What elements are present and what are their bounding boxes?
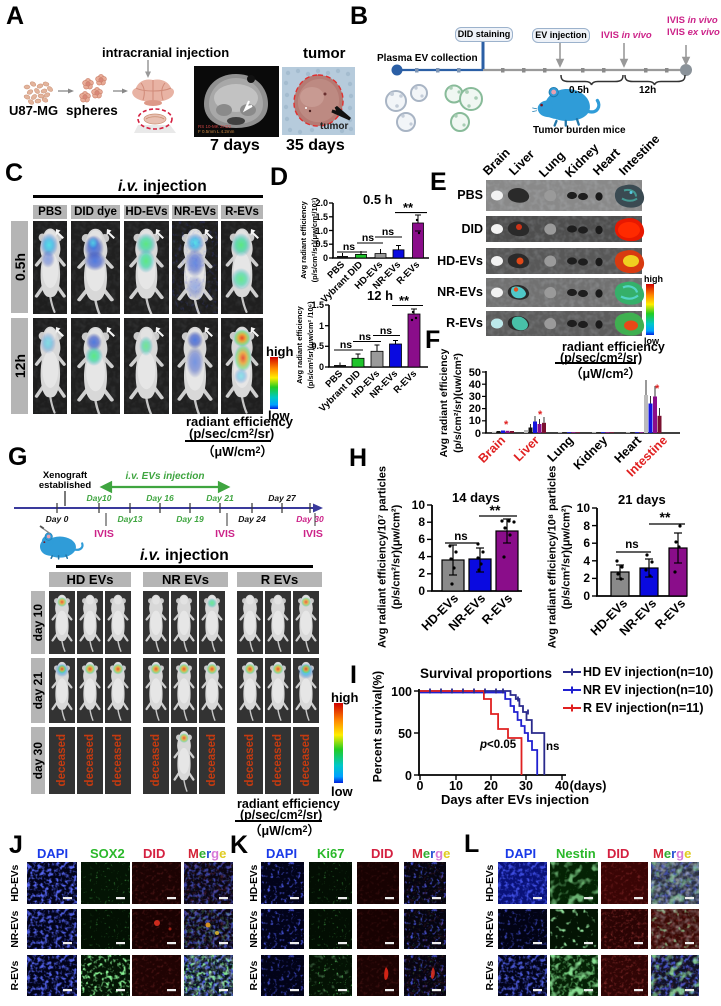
svg-text:100: 100 — [391, 685, 412, 699]
svg-text:NR-EVs: NR-EVs — [437, 285, 483, 299]
svg-text:Day 30: Day 30 — [296, 514, 324, 524]
svg-text:ns: ns — [380, 325, 392, 337]
svg-text:50: 50 — [469, 367, 481, 379]
svg-text:Day 21: Day 21 — [206, 493, 234, 503]
svg-text:6: 6 — [583, 536, 590, 550]
svg-text:ns: ns — [454, 531, 467, 543]
svg-text:*: * — [655, 383, 660, 395]
svg-text:IVIS: IVIS — [303, 528, 323, 540]
svg-text:14 days: 14 days — [452, 490, 500, 505]
svg-text:ns: ns — [625, 539, 638, 551]
svg-text:10: 10 — [412, 498, 426, 512]
svg-text:Day 16: Day 16 — [146, 493, 174, 503]
svg-text:ns: ns — [340, 339, 352, 351]
svg-text:NR EV injection(n=10): NR EV injection(n=10) — [583, 683, 713, 697]
svg-text:0: 0 — [417, 779, 424, 793]
svg-text:0: 0 — [583, 589, 590, 603]
svg-text:R-EVs: R-EVs — [652, 596, 688, 632]
svg-text:0.5 h: 0.5 h — [363, 192, 393, 207]
svg-text:20: 20 — [484, 779, 498, 793]
svg-text:established: established — [39, 480, 91, 491]
svg-text:4: 4 — [418, 549, 425, 563]
svg-text:ns: ns — [546, 741, 559, 753]
svg-text:Day13: Day13 — [117, 514, 142, 524]
svg-text:0: 0 — [405, 769, 412, 783]
svg-text:ns: ns — [343, 241, 355, 253]
svg-text:DID: DID — [461, 222, 483, 236]
svg-text:20: 20 — [469, 403, 481, 415]
svg-text:ns: ns — [362, 232, 374, 244]
svg-text:Intestine: Intestine — [616, 132, 662, 178]
svg-text:10: 10 — [449, 779, 463, 793]
svg-text:tumor: tumor — [320, 121, 348, 132]
svg-text:1.0: 1.0 — [315, 226, 328, 236]
svg-text:ns: ns — [382, 226, 394, 238]
svg-text:IVIS: IVIS — [94, 528, 114, 540]
svg-text:**: ** — [403, 200, 414, 215]
svg-text:R-EVs: R-EVs — [446, 316, 483, 330]
svg-text:Brain: Brain — [480, 146, 512, 178]
svg-text:Liver: Liver — [511, 433, 542, 464]
svg-text:2.0: 2.0 — [315, 198, 328, 208]
svg-text:Lung: Lung — [545, 433, 576, 464]
svg-text:40: 40 — [469, 379, 481, 391]
svg-text:4: 4 — [583, 554, 590, 568]
svg-text:HD EV injection(n=10): HD EV injection(n=10) — [583, 665, 713, 679]
svg-text:**: ** — [399, 293, 410, 308]
svg-text:ns: ns — [359, 331, 371, 343]
svg-text:F 0.5mm L 4.2mm: F 0.5mm L 4.2mm — [198, 129, 235, 134]
svg-text:0: 0 — [418, 584, 425, 598]
svg-text:Day 24: Day 24 — [238, 514, 266, 524]
svg-text:Xenograft: Xenograft — [43, 470, 88, 481]
svg-text:0: 0 — [319, 362, 324, 372]
svg-text:10: 10 — [577, 501, 591, 515]
svg-text:R-EVs: R-EVs — [479, 591, 515, 627]
svg-text:6: 6 — [418, 532, 425, 546]
svg-text:21 days: 21 days — [618, 492, 666, 507]
svg-text:*: * — [504, 419, 509, 431]
svg-text:12 h: 12 h — [367, 288, 393, 303]
svg-text:R EV injection(n=11): R EV injection(n=11) — [583, 701, 704, 715]
svg-text:Day10: Day10 — [86, 493, 111, 503]
svg-text:2: 2 — [418, 566, 425, 580]
svg-text:0.5: 0.5 — [315, 239, 328, 249]
svg-text:*: * — [538, 409, 543, 421]
svg-text:8: 8 — [583, 519, 590, 533]
svg-text:30: 30 — [519, 779, 533, 793]
svg-text:10: 10 — [469, 415, 481, 427]
svg-text:HD-EVs: HD-EVs — [437, 254, 483, 268]
svg-text:0.5: 0.5 — [311, 341, 324, 351]
svg-text:Lung: Lung — [536, 149, 567, 180]
svg-text:p<0.05: p<0.05 — [479, 739, 517, 751]
svg-text:40: 40 — [555, 779, 569, 793]
svg-text:IVIS: IVIS — [215, 528, 235, 540]
svg-text:RS 10-MK 2H23: RS 10-MK 2H23 — [198, 124, 231, 129]
svg-text:Kidney: Kidney — [571, 433, 610, 472]
svg-text:50: 50 — [398, 727, 412, 741]
svg-text:1: 1 — [319, 321, 324, 331]
svg-text:8: 8 — [418, 515, 425, 529]
svg-text:Day 19: Day 19 — [176, 514, 204, 524]
svg-text:i.v. EVs injection: i.v. EVs injection — [126, 471, 205, 482]
svg-text:Liver: Liver — [506, 147, 537, 178]
svg-text:PBS: PBS — [457, 188, 483, 202]
svg-text:0: 0 — [475, 428, 481, 440]
svg-text:1.5: 1.5 — [311, 300, 324, 310]
svg-text:2: 2 — [583, 571, 590, 585]
svg-text:30: 30 — [469, 391, 481, 403]
svg-text:0: 0 — [323, 253, 328, 263]
svg-text:1.5: 1.5 — [315, 212, 328, 222]
svg-text:**: ** — [490, 502, 501, 518]
svg-text:Day 0: Day 0 — [46, 514, 69, 524]
svg-text:**: ** — [660, 509, 671, 525]
svg-text:Day 27: Day 27 — [268, 493, 297, 503]
svg-text:(days): (days) — [570, 779, 607, 793]
